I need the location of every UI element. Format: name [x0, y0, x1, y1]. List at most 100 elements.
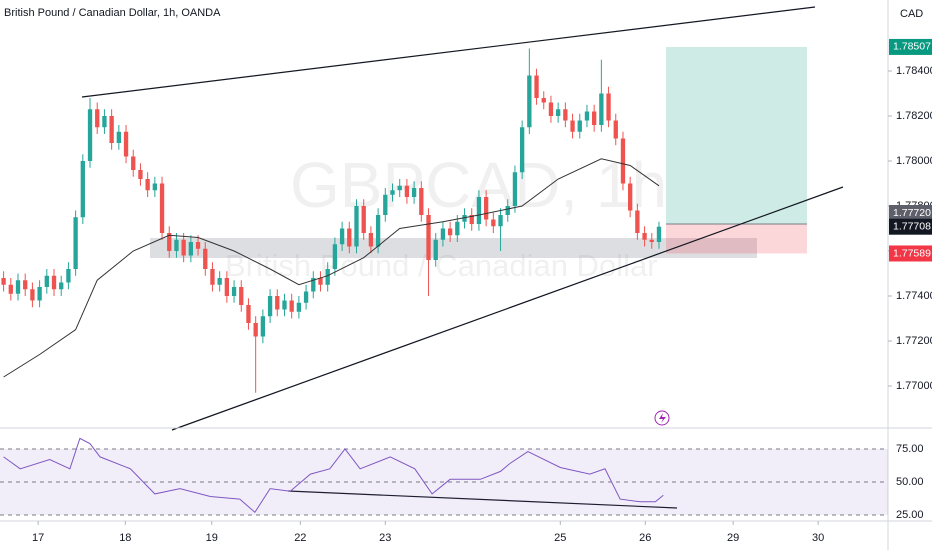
candle-body: [1, 277, 6, 285]
candle-body: [570, 120, 575, 132]
candle-body: [368, 233, 374, 247]
candle-body: [620, 138, 626, 184]
x-tick-label: 26: [639, 532, 651, 544]
y-tick-label: 1.78400: [896, 65, 932, 77]
candle-body: [8, 284, 13, 294]
candle-body: [30, 289, 35, 301]
candle-body: [426, 215, 431, 260]
candle-body: [95, 109, 100, 128]
candle-body: [512, 172, 518, 207]
watermark-name: British Pound / Canadian Dollar: [225, 248, 658, 283]
candle-body: [613, 120, 618, 139]
candle-body: [519, 127, 525, 173]
candle-body: [231, 286, 237, 296]
candle-body: [339, 228, 345, 245]
candle-body: [592, 111, 597, 126]
candle-body: [483, 197, 489, 220]
candle-body: [195, 242, 201, 249]
rsi-tick-label: 50.00: [896, 476, 924, 488]
candle-body: [635, 210, 640, 234]
price-tag-label: 1.77720: [893, 207, 931, 219]
candle-body: [455, 221, 460, 236]
candle-body: [109, 116, 114, 144]
x-tick-label: 23: [379, 532, 391, 544]
rsi-tick-label: 75.00: [896, 443, 924, 455]
candle-body: [203, 248, 208, 269]
price-tag: [889, 38, 932, 55]
candle-body: [325, 268, 330, 285]
candle-body: [138, 170, 143, 180]
x-tick-label: 29: [727, 532, 739, 544]
candle-body: [491, 219, 496, 227]
candle-body: [253, 322, 258, 337]
price-tag-label: 1.77708: [893, 220, 931, 232]
candle-body: [447, 228, 453, 236]
candle-body: [37, 286, 42, 301]
candle-body: [404, 185, 410, 198]
candle-body: [606, 93, 611, 121]
stop-loss-zone: [666, 224, 807, 254]
candle-body: [102, 116, 107, 128]
candle-body: [462, 215, 467, 222]
candle-body: [87, 109, 93, 162]
candle-body: [116, 131, 121, 144]
candle-body: [361, 206, 366, 234]
candle-body: [44, 275, 49, 287]
chart-title: British Pound / Canadian Dollar, 1h, OAN…: [4, 7, 221, 19]
candle-body: [289, 300, 294, 312]
rsi-line: [3, 437, 664, 514]
x-tick-label: 25: [554, 532, 566, 544]
candle-body: [383, 194, 388, 216]
candle-body: [224, 277, 230, 296]
candle-body: [411, 188, 417, 198]
trend-line: [171, 186, 844, 431]
candle-body: [469, 215, 474, 225]
candle-body: [303, 291, 309, 303]
trend-line: [81, 6, 816, 98]
x-tick-label: 17: [32, 532, 44, 544]
candle-body: [584, 111, 590, 121]
candle-body: [80, 161, 85, 218]
candle-body: [152, 183, 158, 191]
candle-body: [181, 239, 186, 256]
price-tag-label: 1.77589: [893, 247, 931, 259]
candle-body: [649, 239, 654, 243]
y-tick-label: 1.77400: [896, 290, 932, 302]
candle-body: [555, 109, 561, 117]
candle-body: [628, 183, 633, 211]
candle-body: [282, 300, 287, 310]
candle-body: [217, 277, 222, 285]
zone-rectangle: [150, 238, 757, 258]
y-tick-label: 1.77000: [896, 380, 932, 392]
candle-body: [73, 217, 78, 269]
candle-body: [296, 302, 302, 312]
candle-body: [354, 206, 359, 247]
candle-body: [246, 304, 251, 323]
candle-body: [174, 239, 179, 251]
candle-body: [239, 286, 244, 305]
candle-body: [419, 188, 424, 216]
x-tick-label: 22: [294, 532, 306, 544]
candle-body: [599, 93, 604, 126]
candle-body: [318, 277, 323, 285]
candle-body: [167, 233, 172, 251]
y-tick-label: 1.78000: [896, 155, 932, 167]
candle-body: [534, 75, 539, 99]
candle-body: [347, 228, 352, 247]
x-tick-label: 18: [119, 532, 131, 544]
candle-body: [59, 282, 64, 290]
candle-body: [375, 215, 381, 247]
candle-body: [260, 316, 266, 337]
candle-body: [131, 156, 136, 171]
candle-body: [505, 206, 510, 216]
candle-body: [390, 190, 395, 195]
candle-body: [656, 226, 662, 243]
currency-label: CAD: [900, 8, 923, 20]
candle-body: [476, 197, 482, 225]
candle-body: [210, 268, 215, 285]
candle-body: [541, 98, 546, 103]
price-tag: [889, 218, 932, 235]
y-tick-label: 1.77200: [896, 335, 932, 347]
